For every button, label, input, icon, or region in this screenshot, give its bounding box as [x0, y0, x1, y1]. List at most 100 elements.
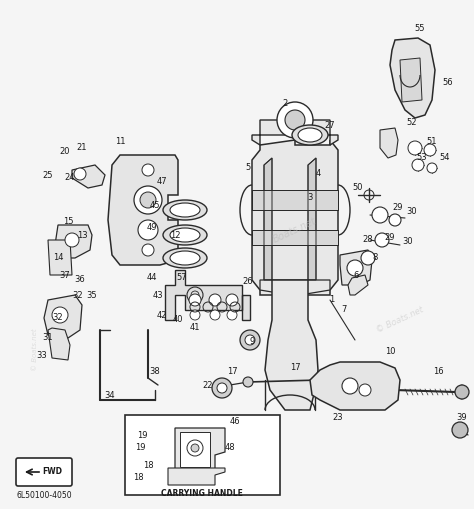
Text: 25: 25 — [43, 171, 53, 180]
Text: 6L50100-4050: 6L50100-4050 — [16, 491, 72, 499]
Text: 43: 43 — [153, 291, 164, 299]
Polygon shape — [340, 250, 372, 285]
Text: 1: 1 — [329, 296, 335, 304]
Text: 32: 32 — [53, 314, 64, 323]
Polygon shape — [44, 295, 82, 340]
Text: 16: 16 — [433, 367, 443, 377]
Polygon shape — [55, 225, 92, 258]
Text: 30: 30 — [403, 238, 413, 246]
Text: 41: 41 — [190, 324, 200, 332]
Polygon shape — [264, 158, 272, 280]
FancyBboxPatch shape — [16, 458, 72, 486]
Text: 53: 53 — [417, 154, 428, 162]
Circle shape — [227, 310, 237, 320]
Circle shape — [142, 164, 154, 176]
Text: 27: 27 — [325, 121, 335, 129]
Polygon shape — [165, 270, 250, 320]
Circle shape — [210, 310, 220, 320]
Circle shape — [424, 144, 436, 156]
Bar — [125, 415, 280, 495]
Circle shape — [217, 383, 227, 393]
Circle shape — [134, 186, 162, 214]
Ellipse shape — [170, 251, 200, 265]
Circle shape — [140, 192, 156, 208]
Text: 33: 33 — [36, 351, 47, 359]
Circle shape — [412, 159, 424, 171]
Polygon shape — [252, 230, 338, 245]
Text: 17: 17 — [290, 363, 301, 373]
Text: 32: 32 — [73, 291, 83, 299]
Polygon shape — [310, 362, 400, 410]
Circle shape — [359, 384, 371, 396]
Text: Boats.net: Boats.net — [272, 216, 319, 244]
Circle shape — [455, 385, 469, 399]
Polygon shape — [108, 155, 178, 265]
Ellipse shape — [163, 225, 207, 245]
Ellipse shape — [225, 423, 255, 437]
Text: 54: 54 — [440, 154, 450, 162]
Text: 20: 20 — [60, 148, 70, 156]
Polygon shape — [252, 120, 338, 145]
Circle shape — [408, 141, 422, 155]
Ellipse shape — [298, 128, 322, 142]
Polygon shape — [252, 190, 338, 210]
Text: 57: 57 — [177, 273, 187, 282]
Circle shape — [389, 214, 401, 226]
Circle shape — [427, 163, 437, 173]
Text: 26: 26 — [243, 277, 253, 287]
Text: CARRYING HANDLE: CARRYING HANDLE — [161, 490, 243, 498]
Circle shape — [74, 168, 86, 180]
Text: 44: 44 — [147, 273, 157, 282]
Text: 5: 5 — [246, 163, 251, 173]
Ellipse shape — [170, 203, 200, 217]
Text: 12: 12 — [170, 231, 180, 240]
Polygon shape — [400, 58, 422, 102]
Text: 29: 29 — [393, 204, 403, 212]
Text: 30: 30 — [407, 208, 417, 216]
Circle shape — [347, 260, 363, 276]
Text: © Boats.net: © Boats.net — [375, 305, 425, 335]
Text: 47: 47 — [157, 178, 167, 186]
Circle shape — [65, 233, 79, 247]
Text: 11: 11 — [115, 137, 125, 147]
Text: 42: 42 — [157, 310, 167, 320]
Text: 34: 34 — [105, 390, 115, 400]
Ellipse shape — [170, 228, 200, 242]
Polygon shape — [252, 140, 338, 295]
Text: 48: 48 — [225, 443, 235, 453]
Circle shape — [226, 294, 238, 306]
Polygon shape — [175, 428, 225, 470]
Circle shape — [342, 378, 358, 394]
Circle shape — [212, 378, 232, 398]
Circle shape — [375, 233, 389, 247]
Circle shape — [285, 110, 305, 130]
Text: 24: 24 — [65, 174, 75, 183]
Polygon shape — [380, 128, 398, 158]
Text: 46: 46 — [230, 417, 240, 427]
Text: 23: 23 — [333, 413, 343, 422]
Text: 39: 39 — [456, 413, 467, 422]
Text: 52: 52 — [407, 118, 417, 127]
Text: 55: 55 — [415, 23, 425, 33]
Text: 13: 13 — [77, 231, 87, 240]
Polygon shape — [390, 38, 435, 118]
Text: 19: 19 — [137, 431, 147, 439]
Circle shape — [245, 335, 255, 345]
Circle shape — [361, 251, 375, 265]
Text: 9: 9 — [249, 337, 255, 347]
Text: 4: 4 — [315, 168, 320, 178]
Text: 29: 29 — [385, 234, 395, 242]
Ellipse shape — [163, 248, 207, 268]
Polygon shape — [260, 280, 330, 295]
Ellipse shape — [218, 445, 262, 465]
Text: 14: 14 — [53, 253, 63, 263]
Text: 22: 22 — [203, 381, 213, 389]
Text: 7: 7 — [341, 305, 346, 315]
Bar — [180, 432, 210, 467]
Circle shape — [209, 294, 221, 306]
Polygon shape — [348, 275, 368, 295]
Circle shape — [191, 444, 199, 452]
Text: 18: 18 — [133, 473, 143, 483]
Circle shape — [142, 244, 154, 256]
Text: © Boats.net: © Boats.net — [32, 329, 38, 371]
